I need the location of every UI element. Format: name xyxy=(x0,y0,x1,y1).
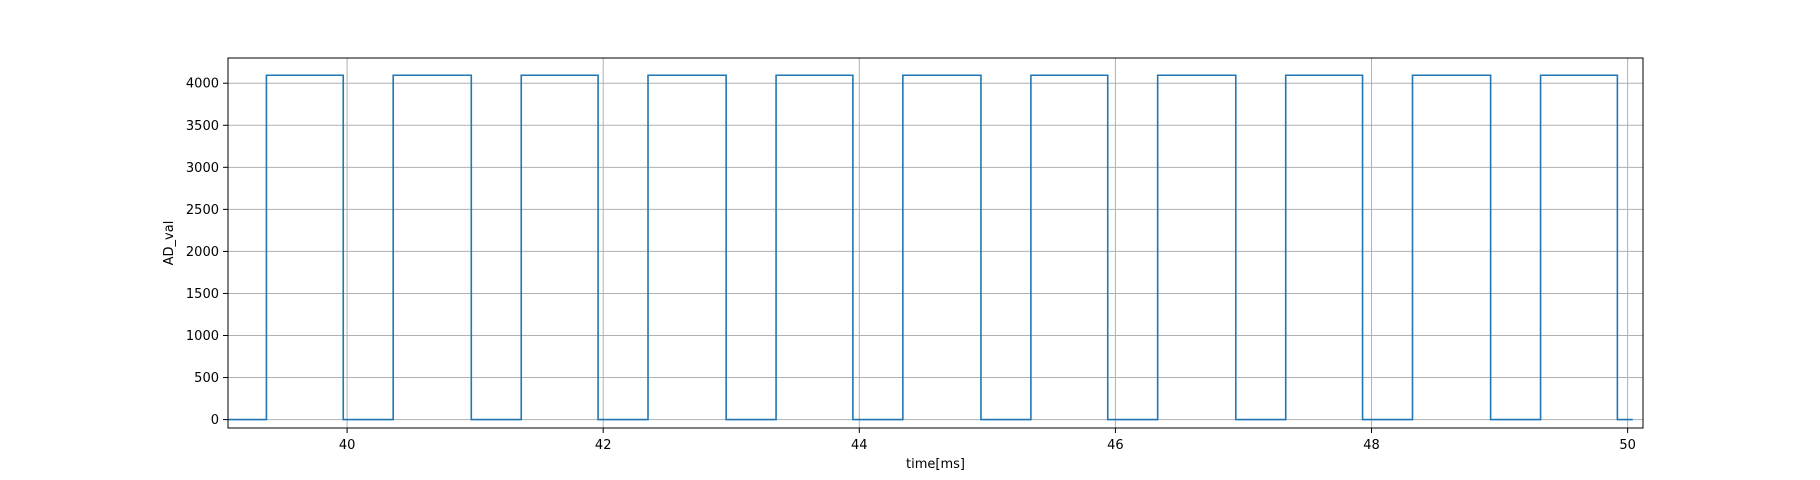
y-axis-label: AD_val xyxy=(162,221,177,266)
grid xyxy=(228,58,1643,428)
x-axis: 40 42 44 46 48 50 xyxy=(339,428,1636,453)
x-tick-label: 50 xyxy=(1619,438,1636,453)
y-tick-label: 1000 xyxy=(186,329,219,344)
x-tick-label: 42 xyxy=(595,438,612,453)
y-tick-label: 3500 xyxy=(186,119,219,134)
x-tick-label: 46 xyxy=(1107,438,1124,453)
plot-frame xyxy=(227,57,1644,429)
x-tick-label: 48 xyxy=(1363,438,1380,453)
series-line-0 xyxy=(228,74,1633,421)
y-tick-label: 0 xyxy=(211,413,219,428)
y-tick-label: 2500 xyxy=(186,203,219,218)
y-tick-label: 1500 xyxy=(186,287,219,302)
x-tick-label: 40 xyxy=(339,438,356,453)
x-axis-label: time[ms] xyxy=(906,457,965,472)
y-axis: 0 500 1000 1500 2000 2500 3000 3500 4000 xyxy=(186,77,228,428)
y-tick-label: 4000 xyxy=(186,77,219,92)
y-tick-label: 500 xyxy=(194,371,219,386)
x-tick-label: 44 xyxy=(851,438,868,453)
y-tick-label: 2000 xyxy=(186,245,219,260)
y-tick-label: 3000 xyxy=(186,161,219,176)
series-layer xyxy=(228,74,1633,421)
